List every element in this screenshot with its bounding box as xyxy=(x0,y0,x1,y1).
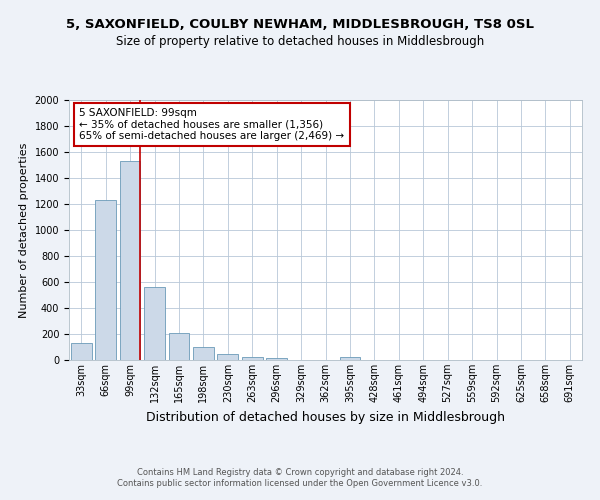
Text: Contains HM Land Registry data © Crown copyright and database right 2024.
Contai: Contains HM Land Registry data © Crown c… xyxy=(118,468,482,487)
Bar xyxy=(242,358,263,360)
Bar xyxy=(71,343,92,360)
Bar xyxy=(144,287,165,360)
Bar xyxy=(340,358,361,360)
Bar xyxy=(217,354,238,360)
Bar xyxy=(119,161,140,360)
Text: 5, SAXONFIELD, COULBY NEWHAM, MIDDLESBROUGH, TS8 0SL: 5, SAXONFIELD, COULBY NEWHAM, MIDDLESBRO… xyxy=(66,18,534,30)
Bar xyxy=(266,358,287,360)
Bar xyxy=(193,347,214,360)
Y-axis label: Number of detached properties: Number of detached properties xyxy=(19,142,29,318)
Bar xyxy=(95,200,116,360)
Text: 5 SAXONFIELD: 99sqm
← 35% of detached houses are smaller (1,356)
65% of semi-det: 5 SAXONFIELD: 99sqm ← 35% of detached ho… xyxy=(79,108,344,141)
Bar xyxy=(169,332,190,360)
X-axis label: Distribution of detached houses by size in Middlesbrough: Distribution of detached houses by size … xyxy=(146,410,505,424)
Text: Size of property relative to detached houses in Middlesbrough: Size of property relative to detached ho… xyxy=(116,35,484,48)
